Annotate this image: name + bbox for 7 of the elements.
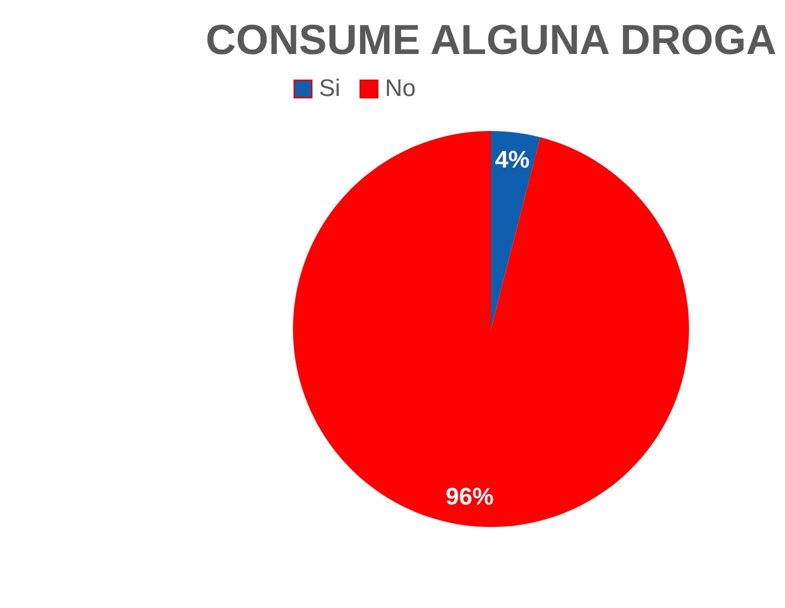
chart-title: CONSUME ALGUNA DROGA <box>206 16 776 63</box>
data-label: 96% <box>446 484 494 511</box>
legend-label: No <box>385 75 416 102</box>
pie-slice <box>293 131 689 527</box>
legend-label: Si <box>319 75 340 102</box>
pie-slice <box>491 131 540 329</box>
data-label: 4% <box>494 146 530 174</box>
